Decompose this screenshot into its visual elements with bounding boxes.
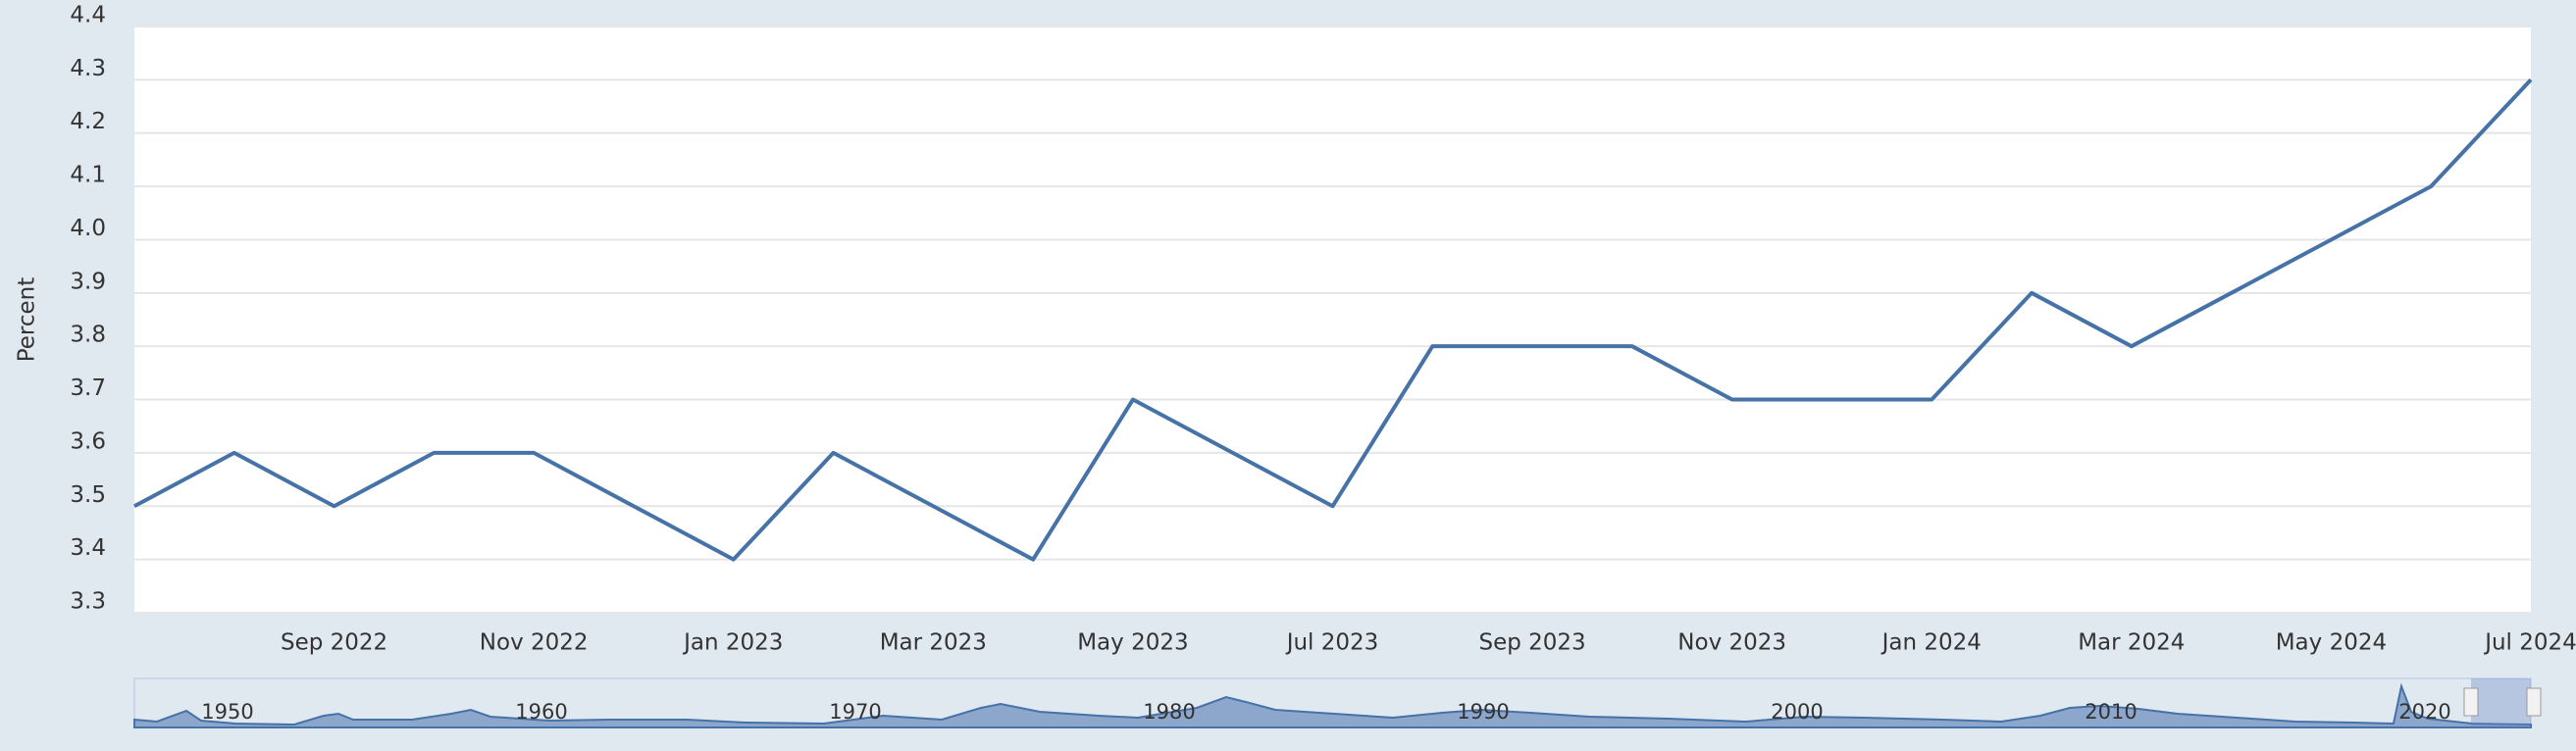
x-tick-label: Mar 2024: [2078, 630, 2185, 656]
navigator-label: 2010: [2085, 700, 2137, 724]
y-axis-label: Percent: [15, 277, 40, 363]
navigator-label: 2020: [2398, 700, 2450, 724]
series-line: [133, 77, 2533, 562]
x-tick-label: Sep 2022: [281, 630, 387, 656]
y-tick-label: 4.1: [70, 163, 106, 188]
x-tick-label: Jul 2023: [1285, 630, 1379, 656]
x-tick-label: May 2024: [2276, 630, 2387, 656]
navigator-handle-left[interactable]: [2463, 687, 2479, 717]
navigator-label: 1980: [1143, 700, 1195, 724]
x-tick-label: Nov 2023: [1677, 630, 1786, 656]
navigator-series: [133, 682, 2532, 728]
y-tick-label: 3.9: [70, 269, 106, 294]
x-tick-label: Nov 2022: [480, 630, 589, 656]
navigator-label: 1960: [515, 700, 567, 724]
y-tick-label: 3.5: [70, 482, 106, 508]
y-tick-label: 4.4: [70, 3, 106, 28]
navigator-selection[interactable]: [2471, 678, 2531, 727]
plot-area: [134, 26, 2531, 613]
x-tick-label: Jul 2024: [2483, 630, 2576, 656]
x-tick-label: May 2023: [1077, 630, 1188, 656]
y-tick-label: 4.0: [70, 216, 106, 241]
y-tick-label: 3.7: [70, 376, 106, 401]
y-tick-label: 3.4: [70, 535, 106, 561]
navigator: [133, 677, 2542, 728]
navigator-label: 1990: [1457, 700, 1509, 724]
navigator-label: 2000: [1771, 700, 1823, 724]
x-tick-label: Jan 2024: [1880, 630, 1982, 656]
y-tick-label: 4.2: [70, 109, 106, 134]
navigator-handle-right[interactable]: [2526, 687, 2542, 717]
x-tick-label: Mar 2023: [880, 630, 987, 656]
y-tick-label: 3.3: [70, 589, 106, 615]
navigator-label: 1950: [201, 700, 253, 724]
y-tick-label: 3.6: [70, 428, 106, 454]
x-tick-label: Jan 2023: [682, 630, 783, 656]
x-tick-label: Sep 2023: [1478, 630, 1585, 656]
y-tick-label: 4.3: [70, 56, 106, 81]
y-tick-label: 3.8: [70, 323, 106, 348]
navigator-label: 1970: [829, 700, 881, 724]
